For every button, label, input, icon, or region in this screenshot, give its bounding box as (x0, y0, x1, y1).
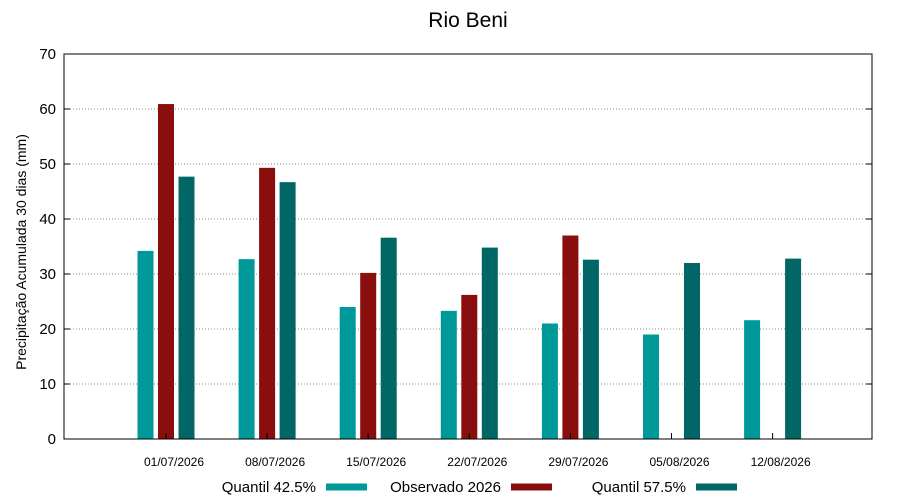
y-axis: 0 10 20 30 40 50 60 70 (39, 46, 872, 448)
y-tick-label: 30 (39, 266, 56, 283)
bar (785, 258, 802, 439)
bar (238, 259, 255, 439)
y-tick-label: 40 (39, 211, 56, 228)
y-axis-label: Precipitação Acumulada 30 dias (mm) (13, 134, 29, 370)
bar (380, 237, 397, 439)
legend-label: Observado 2026 (390, 479, 501, 496)
bar (461, 294, 478, 439)
bar (158, 104, 174, 440)
bar (481, 247, 498, 439)
bar (339, 307, 356, 439)
chart-title: Rio Beni (428, 9, 507, 32)
x-axis: 01/07/2026 08/07/2026 15/07/2026 22/07/2026… (144, 433, 811, 469)
y-tick-label: 60 (39, 101, 56, 118)
bar (279, 182, 296, 439)
bar (582, 259, 599, 439)
y-tick-label: 50 (39, 156, 56, 173)
y-tick-label: 20 (39, 321, 56, 338)
x-tick-label: 01/07/2026 (144, 455, 204, 469)
legend-label: Quantil 42.5% (222, 479, 316, 496)
bar (178, 176, 195, 439)
y-tick-label: 10 (39, 376, 56, 393)
y-tick-label: 0 (48, 431, 56, 448)
x-tick-label: 12/08/2026 (751, 455, 811, 469)
bars (137, 104, 802, 440)
bar (360, 272, 377, 439)
bar (440, 310, 457, 439)
legend-label: Quantil 57.5% (592, 479, 686, 496)
x-tick-label: 22/07/2026 (447, 455, 507, 469)
bar (744, 320, 761, 439)
y-tick-label: 70 (39, 46, 56, 63)
x-tick-label: 15/07/2026 (346, 455, 406, 469)
bar (562, 235, 579, 439)
x-tick-label: 05/08/2026 (649, 455, 709, 469)
bar (137, 250, 154, 439)
plot-border (63, 53, 873, 440)
x-tick-label: 08/07/2026 (245, 455, 305, 469)
bar (643, 334, 659, 439)
bar (541, 323, 558, 439)
x-tick-label: 29/07/2026 (548, 455, 608, 469)
bar (684, 263, 700, 439)
bar (259, 167, 276, 439)
legend: Quantil 42.5% Observado 2026 Quantil 57.5% (222, 479, 737, 496)
